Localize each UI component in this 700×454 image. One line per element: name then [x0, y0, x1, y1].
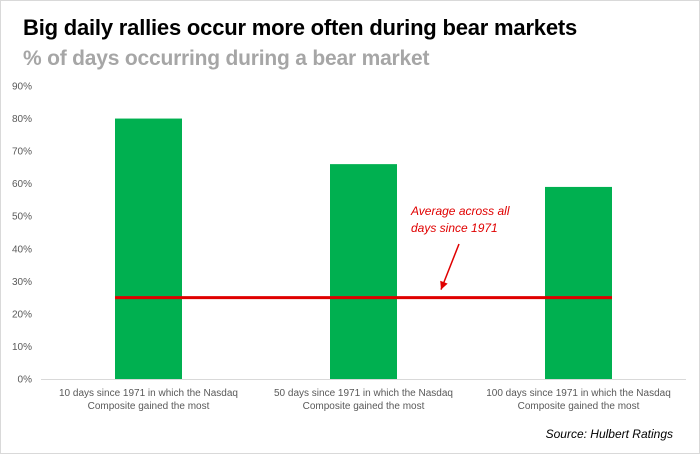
chart-title: Big daily rallies occur more often durin…: [23, 15, 578, 40]
x-category-label: 50 days since 1971 in which the Nasdaq: [274, 388, 453, 399]
y-axis-ticks: 0% 10% 20% 30% 40% 50% 60% 70% 80% 90%: [12, 82, 32, 386]
category-labels: 10 days since 1971 in which the Nasdaq Co…: [59, 388, 671, 412]
chart-subtitle: % of days occurring during a bear market: [23, 47, 430, 70]
bars: [115, 118, 612, 380]
x-category-label: Composite gained the most: [303, 401, 425, 412]
y-tick-label: 50%: [12, 212, 32, 223]
source-note: Source: Hulbert Ratings: [545, 427, 673, 441]
y-tick-label: 10%: [12, 342, 32, 353]
annotation-text: Average across all: [410, 204, 510, 218]
y-tick-label: 90%: [12, 82, 32, 93]
x-category-label: Composite gained the most: [518, 401, 640, 412]
bar-1: [115, 118, 182, 380]
x-category-label: 10 days since 1971 in which the Nasdaq: [59, 388, 238, 399]
y-tick-label: 0%: [18, 375, 33, 386]
annotation-arrow-shaft: [440, 243, 460, 290]
bar-3: [545, 186, 612, 379]
x-category-label: 100 days since 1971 in which the Nasdaq: [486, 388, 671, 399]
average-annotation: Average across all days since 1971: [410, 204, 510, 290]
y-tick-label: 20%: [12, 309, 32, 320]
annotation-arrow-head: [440, 280, 448, 290]
y-tick-label: 80%: [12, 114, 32, 125]
y-tick-label: 70%: [12, 147, 32, 158]
y-tick-label: 40%: [12, 244, 32, 255]
y-tick-label: 60%: [12, 179, 32, 190]
bar-2: [330, 164, 397, 379]
x-category-label: Composite gained the most: [88, 401, 210, 412]
annotation-text: days since 1971: [411, 221, 498, 235]
y-tick-label: 30%: [12, 277, 32, 288]
